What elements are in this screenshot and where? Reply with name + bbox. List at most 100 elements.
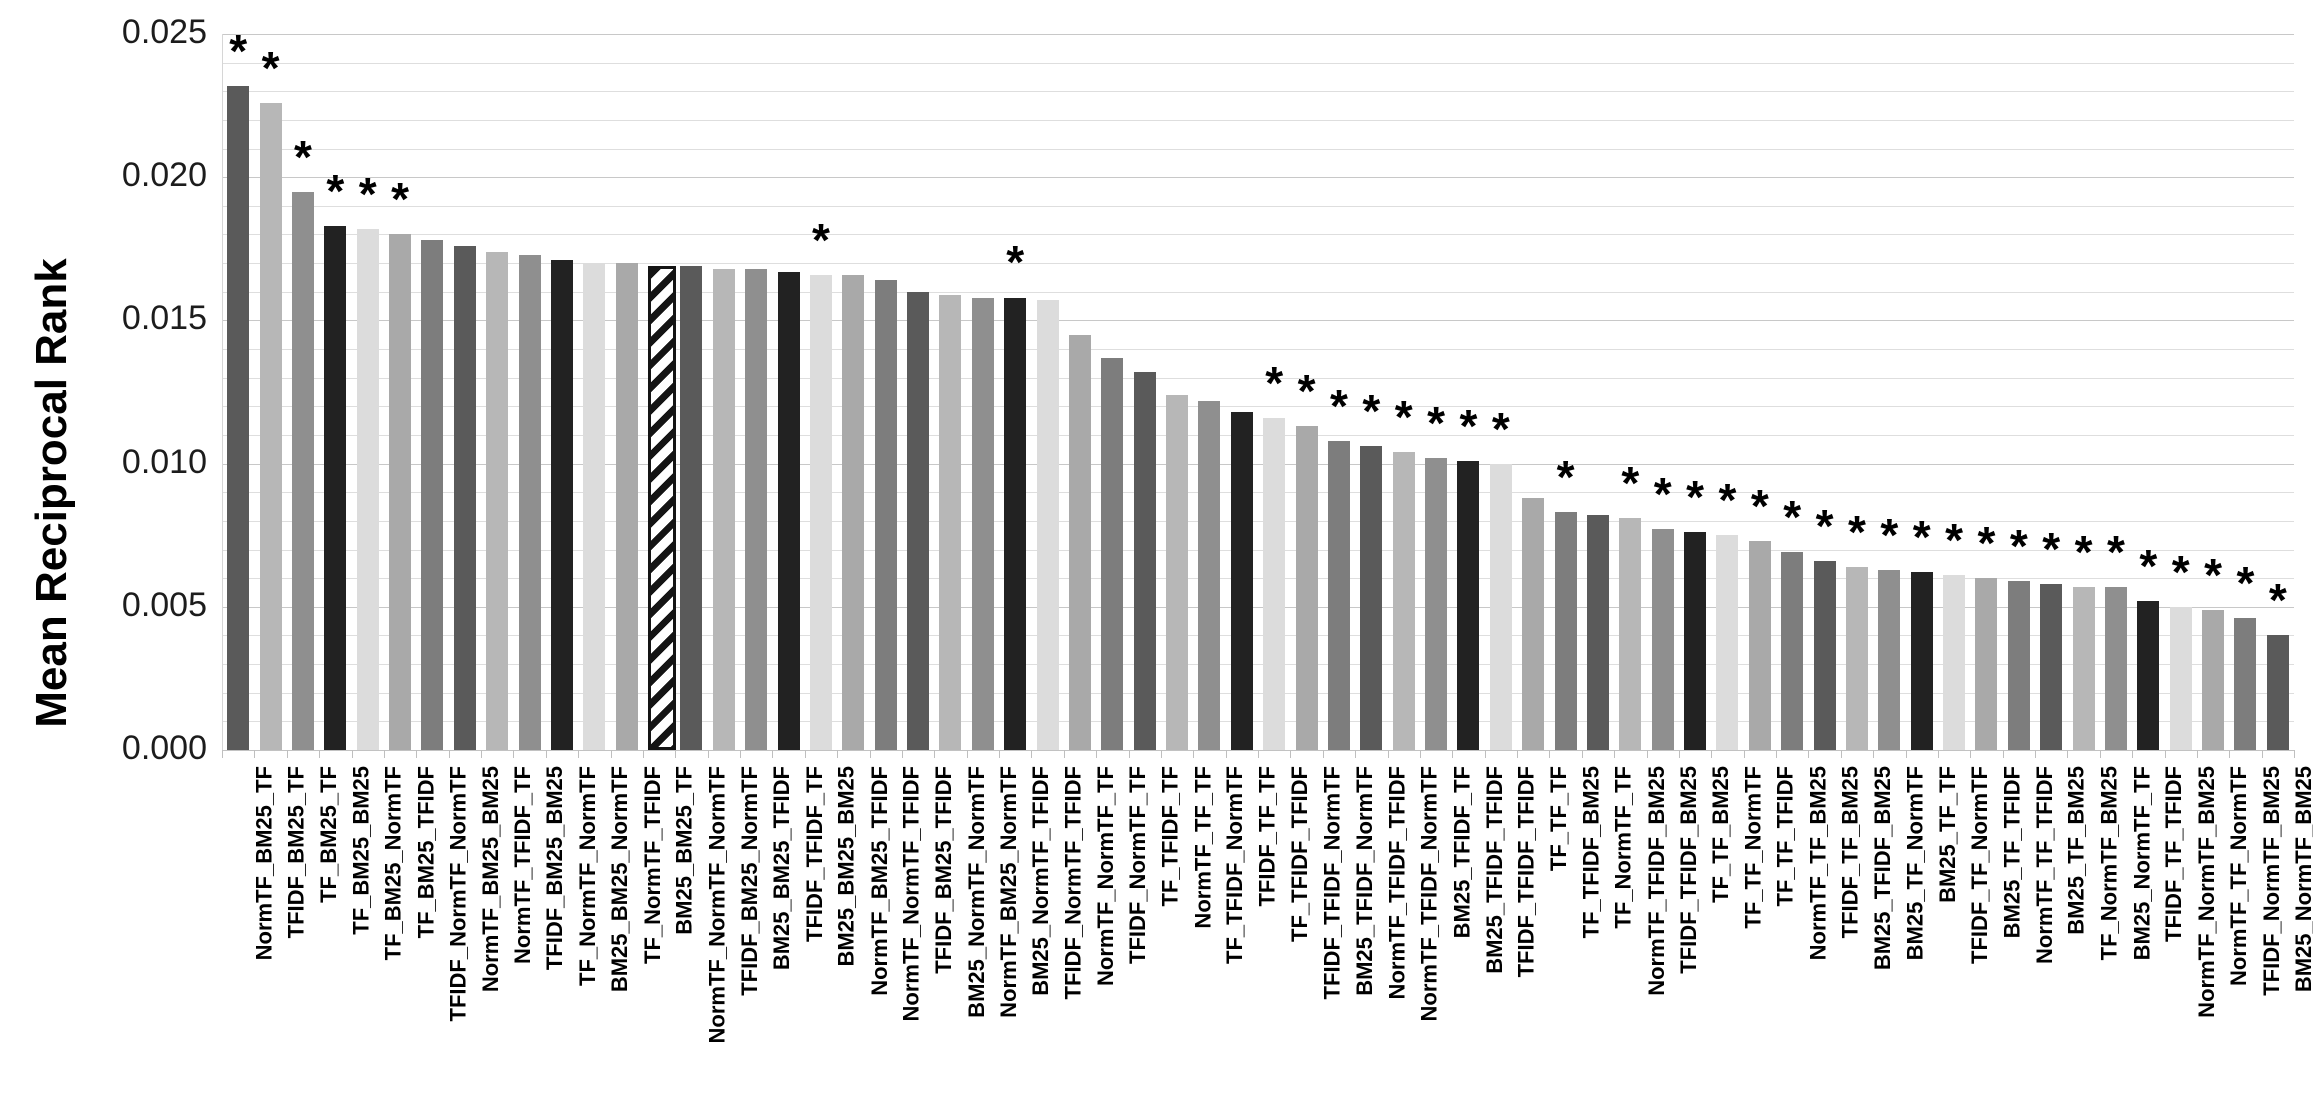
- bar-TFIDF_BM25_TFIDF: [907, 291, 930, 750]
- x-axis-tick: [1387, 750, 1389, 758]
- x-axis-tick: [1776, 750, 1777, 758]
- x-axis-tick: [2196, 750, 2198, 758]
- significance-star: *: [1362, 385, 1381, 438]
- bar-TFIDF_BM25_TF: [259, 102, 282, 750]
- x-axis-tick: [1614, 750, 1616, 758]
- x-category-label: BM25_TFIDF_NormTF: [1351, 766, 1377, 996]
- x-category-label: NormTF_NormTF_TF: [1092, 766, 1118, 986]
- bar-TFIDF_TF_TF: [1230, 412, 1253, 750]
- gridline: [222, 349, 2294, 351]
- x-axis-tick: [642, 750, 644, 758]
- gridline: [222, 520, 2294, 522]
- y-tick-label: 0.010: [121, 442, 207, 481]
- x-category-label: BM25_NormTF_NormTF: [963, 766, 989, 1018]
- significance-star: *: [1912, 511, 1931, 564]
- x-axis-tick: [1581, 750, 1583, 758]
- x-category-label: BM25_BM25_NormTF: [607, 766, 633, 993]
- gridline: [222, 62, 2294, 64]
- x-category-label: NormTF_TFIDF_BM25: [1643, 766, 1669, 996]
- x-axis-tick: [772, 750, 774, 758]
- x-category-label: TF_NormTF_NormTF: [574, 766, 600, 986]
- gridline: [222, 148, 2294, 150]
- bar-TF_TFIDF_NormTF: [1198, 400, 1221, 750]
- bar-BM25_TF_TFIDF: [1975, 578, 1998, 750]
- significance-star: *: [1556, 451, 1575, 504]
- bar-NormTF_NormTF_BM25: [2169, 606, 2192, 750]
- bar-TF_NormTF_NormTF: [550, 260, 573, 750]
- bar-hatched-BM25_BM25_TF: [648, 265, 677, 750]
- bar-NormTF_BM25_TF: [227, 85, 250, 750]
- bar-BM25_BM25_NormTF: [583, 263, 606, 750]
- x-category-label: TFIDF_TFIDF_NormTF: [1319, 766, 1345, 1000]
- x-axis-tick: [2294, 750, 2295, 758]
- bar-TFIDF_TFIDF_NormTF: [1295, 426, 1318, 750]
- gridline: [222, 34, 2294, 35]
- gridline: [222, 263, 2294, 265]
- gridline: [222, 664, 2294, 666]
- bar-TF_BM25_NormTF: [356, 228, 379, 750]
- x-axis-tick: [1225, 750, 1227, 758]
- x-axis-tick: [448, 750, 450, 758]
- bar-BM25_TFIDF_TFIDF: [1457, 460, 1480, 750]
- x-category-label: BM25_TF_TF: [1934, 766, 1960, 903]
- x-axis-tick: [2002, 750, 2004, 758]
- bar-TFIDF_NormTF_BM25: [2234, 618, 2257, 750]
- bar-TF_NormTF_BM25: [2072, 586, 2095, 750]
- bar-NormTF_TFIDF_NormTF: [1392, 452, 1415, 750]
- x-category-label: NormTF_BM25_NormTF: [995, 766, 1021, 1018]
- x-category-label: TFIDF_BM25_BM25: [542, 766, 568, 971]
- significance-star: *: [1783, 491, 1802, 544]
- bar-NormTF_TFIDF_TF: [486, 251, 509, 750]
- x-category-label: TF_BM25_NormTF: [380, 766, 406, 961]
- x-category-label: BM25_NormTF_TFIDF: [1028, 766, 1054, 996]
- bar-TFIDF_TF_BM25: [1813, 560, 1836, 750]
- x-axis-tick: [416, 750, 418, 758]
- x-axis-tick: [481, 750, 482, 758]
- bar-TF_BM25_BM25: [324, 225, 347, 750]
- bar-TFIDF_NormTF_TFIDF: [1036, 300, 1059, 750]
- bar-TFIDF_NormTF_NormTF: [421, 240, 444, 750]
- x-category-label: TF_NormTF_TFIDF: [639, 766, 665, 964]
- bar-TF_NormTF_TF: [1586, 515, 1609, 750]
- x-category-label: TFIDF_TF_TF: [1254, 766, 1280, 907]
- x-axis-tick: [545, 750, 547, 758]
- x-axis-tick: [901, 750, 903, 758]
- x-axis-tick: [383, 750, 385, 758]
- x-category-label: TF_NormTF_BM25: [2096, 766, 2122, 961]
- bar-BM25_TFIDF_BM25: [1845, 566, 1868, 750]
- gridline: [222, 492, 2294, 494]
- significance-star: *: [2236, 557, 2255, 610]
- x-category-label: TFIDF_TFIDF_TFIDF: [1513, 766, 1539, 978]
- y-tick-label: 0.025: [121, 13, 207, 51]
- bar-BM25_TF_BM25: [2040, 583, 2063, 750]
- x-category-label: TF_TF_TF: [1546, 766, 1572, 872]
- x-category-label: NormTF_BM25_TF: [251, 766, 277, 961]
- x-category-label: NormTF_BM25_TFIDF: [866, 766, 892, 996]
- x-category-label: TF_TFIDF_TF: [1157, 766, 1183, 907]
- y-axis-title: Mean Reciprocal Rank: [27, 258, 76, 728]
- x-axis-tick: [254, 750, 256, 758]
- x-category-label: NormTF_TF_BM25: [1805, 766, 1831, 961]
- bar-TFIDF_BM25_BM25: [518, 254, 541, 750]
- significance-star: *: [1880, 508, 1899, 561]
- x-axis-tick: [222, 750, 223, 758]
- x-category-label: TFIDF_NormTF_TF: [1125, 766, 1151, 964]
- significance-star: *: [1653, 468, 1672, 521]
- x-axis-tick: [1743, 750, 1745, 758]
- significance-star: *: [1006, 236, 1025, 289]
- significance-star: *: [2009, 520, 2028, 573]
- significance-star: *: [1977, 517, 1996, 570]
- bar-TF_TFIDF_BM25: [1554, 512, 1577, 750]
- bar-BM25_TF_NormTF: [1878, 569, 1901, 750]
- gridline: [222, 234, 2294, 236]
- x-axis-tick: [1711, 750, 1713, 758]
- bar-TF_TFIDF_TFIDF: [1263, 417, 1286, 750]
- bar-NormTF_TF_TF: [1166, 394, 1189, 750]
- x-axis-tick: [513, 750, 515, 758]
- x-axis-tick: [1290, 750, 1292, 758]
- gridline: [222, 406, 2294, 408]
- x-category-label: TFIDF_TFIDF_TF: [801, 766, 827, 942]
- x-axis-tick: [1452, 750, 1454, 758]
- gridline: [222, 434, 2294, 436]
